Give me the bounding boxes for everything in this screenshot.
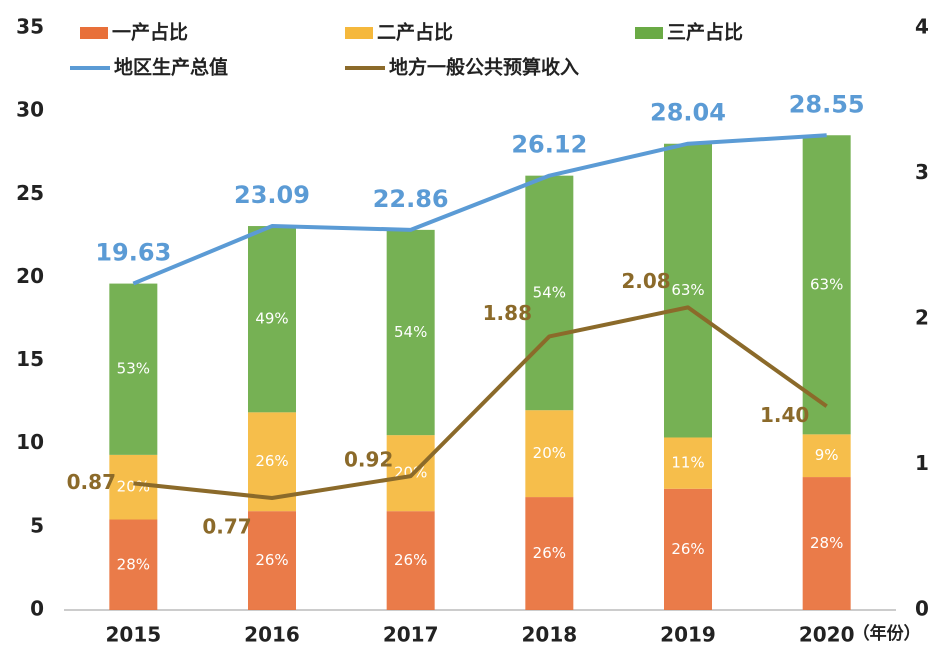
y2-tick-label: 2: [915, 306, 929, 330]
legend-label: 二产占比: [377, 21, 453, 44]
bar-label: 28%: [810, 534, 843, 552]
bar-segment: [386, 511, 435, 610]
x-axis-label: （年份）: [853, 623, 921, 644]
bar-segment: [109, 283, 158, 455]
x-tick-label: 2017: [383, 623, 439, 647]
y-tick-label: 25: [16, 181, 44, 205]
bar-segment: [525, 410, 574, 498]
bar-segment: [525, 497, 574, 610]
line-label: 19.63: [95, 239, 171, 267]
bar-label: 26%: [394, 551, 427, 569]
bar-segment: [525, 175, 574, 411]
legend-swatch: [345, 27, 373, 39]
bar-segment: [109, 454, 158, 520]
line-label: 23.09: [234, 181, 310, 209]
bar-label: 26%: [255, 452, 288, 470]
y2-tick-label: 0: [915, 597, 929, 621]
y-tick-label: 20: [16, 264, 44, 288]
bar-label: 11%: [671, 454, 704, 472]
legend-label: 三产占比: [667, 21, 743, 44]
bar-label: 28%: [117, 555, 150, 573]
bar-label: 49%: [255, 310, 288, 328]
legend-swatch: [635, 27, 663, 39]
line-label: 0.77: [202, 514, 251, 538]
line-label: 2.08: [621, 269, 670, 293]
bar-segment: [386, 435, 435, 512]
bar-segment: [664, 437, 712, 489]
y-tick-label: 0: [30, 597, 44, 621]
bar-label: 20%: [533, 444, 566, 462]
line-label: 26.12: [511, 131, 587, 159]
bar-segment: [664, 488, 712, 610]
bar-segment: [386, 229, 435, 436]
line-label: 0.92: [344, 448, 393, 472]
x-tick-label: 2015: [105, 623, 161, 647]
bar-segment: [664, 143, 712, 438]
bar-segment: [248, 226, 296, 413]
line-label: 22.86: [373, 185, 449, 213]
x-tick-label: 2016: [244, 623, 300, 647]
bar-segment: [802, 434, 851, 478]
bar-label: 26%: [533, 544, 566, 562]
x-tick-label: 2019: [660, 623, 716, 647]
y2-tick-label: 4: [915, 15, 929, 39]
y2-tick-label: 1: [915, 451, 929, 475]
legend-label: 地方一般公共预算收入: [389, 56, 579, 79]
bar-label: 26%: [671, 540, 704, 558]
bar-label: 20%: [117, 478, 150, 496]
bar-segment: [802, 135, 851, 435]
legend-label: 一产占比: [112, 21, 188, 44]
y2-tick-label: 3: [915, 160, 929, 184]
legend-label: 地区生产总值: [114, 56, 228, 79]
bar-label: 63%: [671, 281, 704, 299]
y-tick-label: 5: [30, 513, 44, 537]
x-tick-label: 2018: [521, 623, 577, 647]
line-label: 1.88: [483, 301, 532, 325]
bar-segment: [109, 519, 158, 610]
bar-label: 63%: [810, 275, 843, 293]
y-tick-label: 35: [16, 15, 44, 39]
line-label: 1.40: [760, 403, 809, 427]
y-tick-label: 30: [16, 98, 44, 122]
bar-label: 53%: [117, 360, 150, 378]
line: [133, 305, 828, 500]
legend-swatch: [80, 27, 108, 39]
line-label: 28.04: [650, 99, 726, 127]
bar-label: 54%: [533, 283, 566, 301]
x-tick-label: 2020: [799, 623, 855, 647]
bar-segment: [802, 477, 851, 610]
line: [132, 133, 827, 286]
bar-label: 54%: [394, 323, 427, 341]
line-label: 28.55: [789, 90, 865, 118]
line-label: 0.87: [67, 470, 116, 494]
y-tick-label: 10: [16, 430, 44, 454]
bar-label: 9%: [815, 446, 839, 464]
y-tick-label: 15: [16, 347, 44, 371]
bar-segment: [248, 511, 296, 610]
bar-label: 26%: [255, 551, 288, 569]
